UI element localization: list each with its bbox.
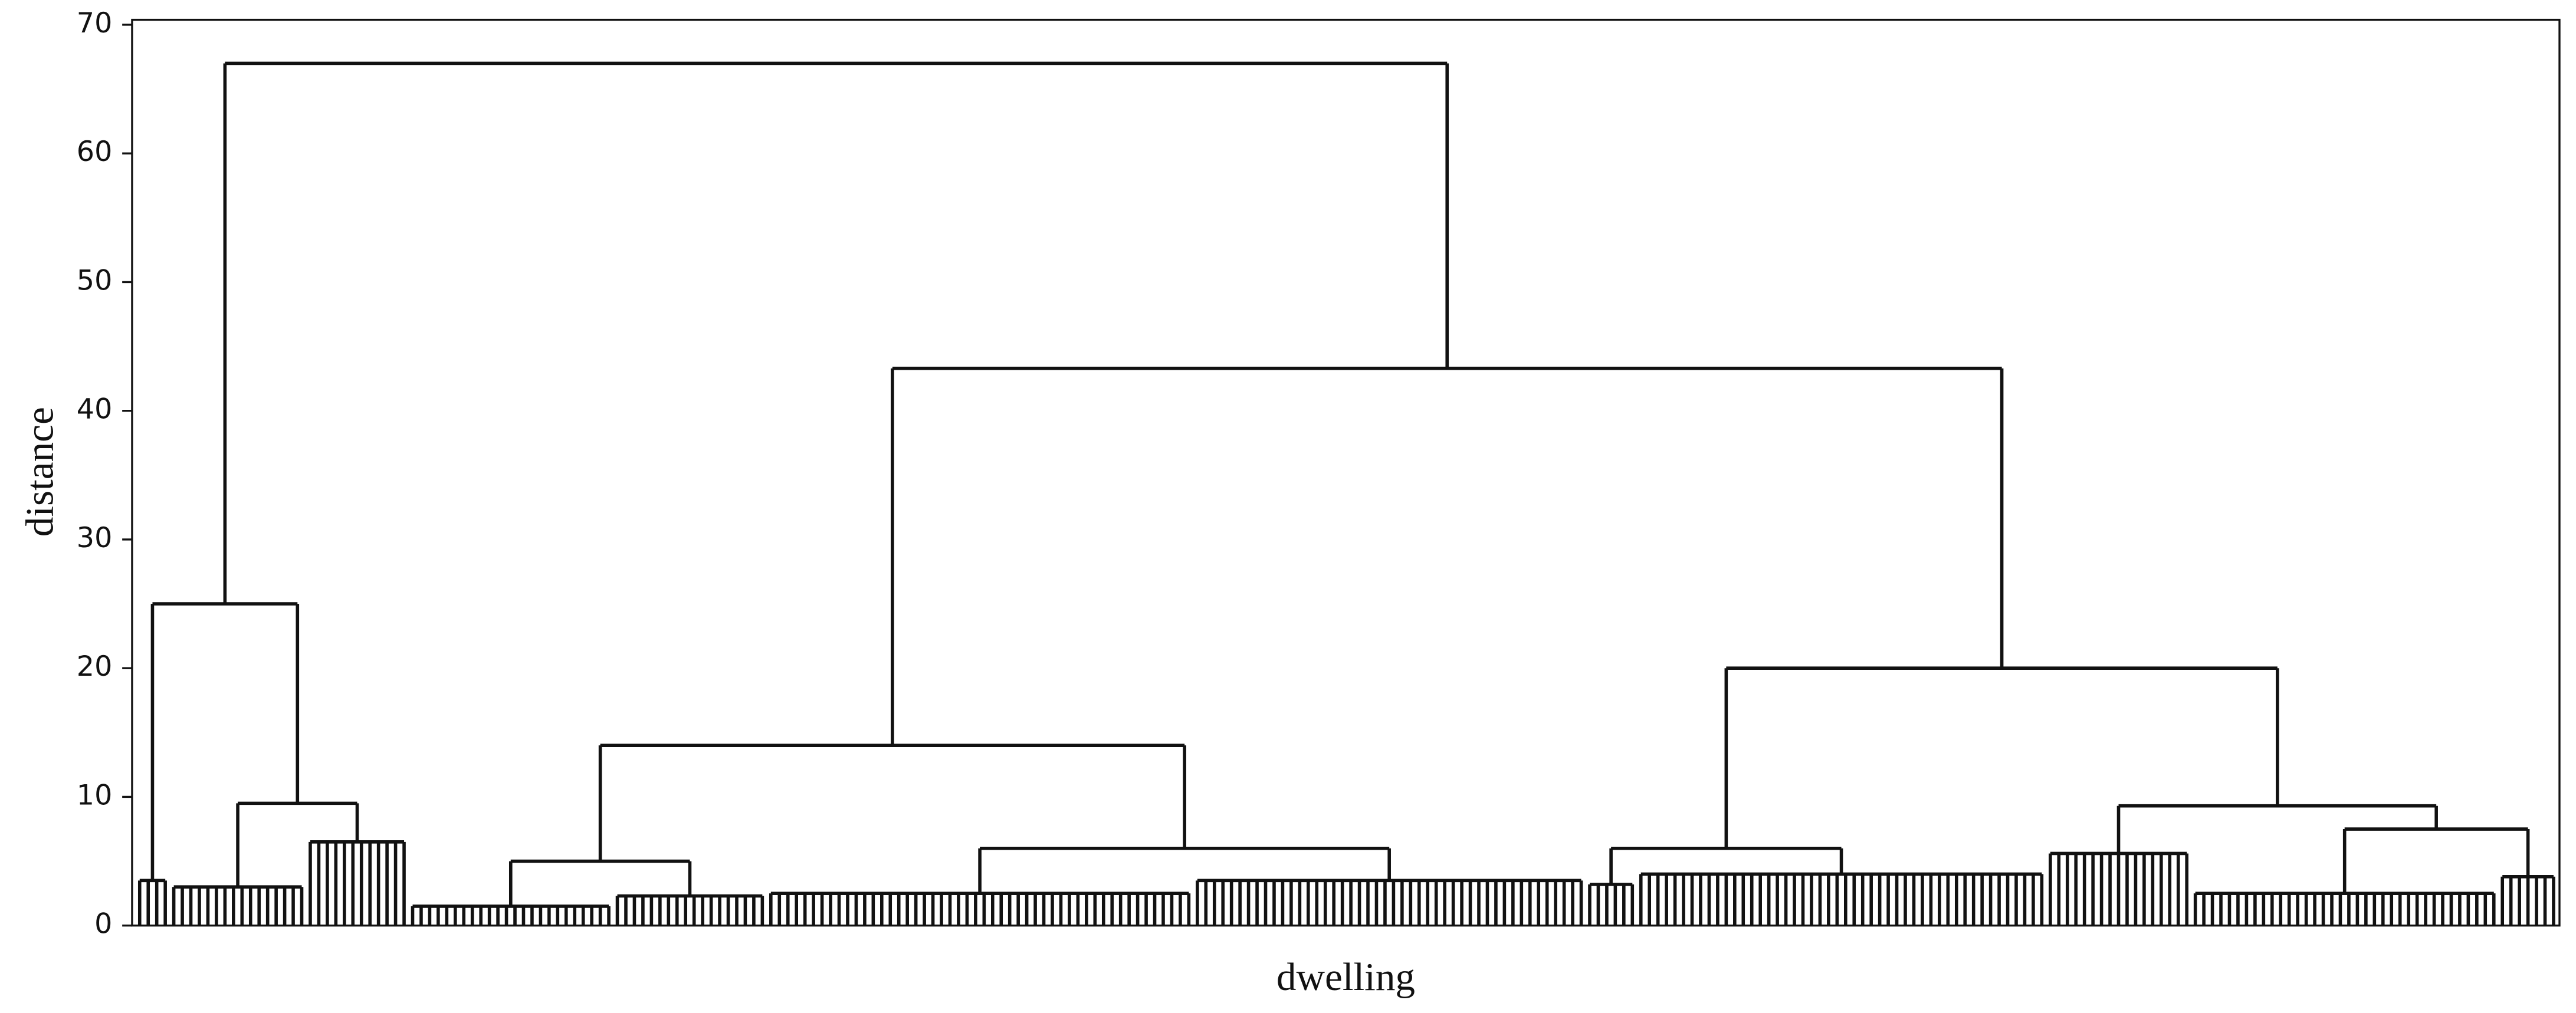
plot-frame [131,18,2561,927]
y-tick-label: 50 [77,264,113,297]
y-tick-label: 70 [77,7,113,40]
y-tick-label: 40 [77,393,113,426]
y-tick-label: 30 [77,522,113,554]
x-axis-title: dwelling [1276,955,1415,999]
y-tick-label: 20 [77,650,113,683]
y-tick-label: 0 [94,908,112,940]
y-axis-title: distance [18,407,62,537]
y-tick-label: 10 [77,779,113,811]
y-tick-label: 60 [77,136,113,168]
